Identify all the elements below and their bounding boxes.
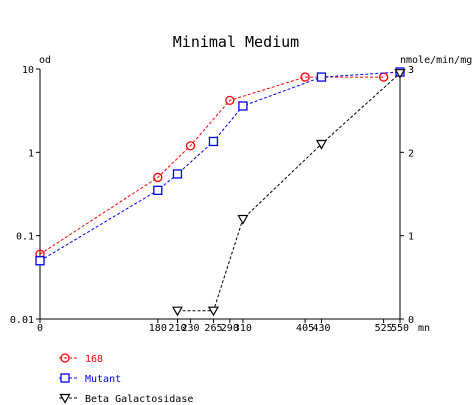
- series-3: [171, 69, 406, 317]
- data-point-triangle: [171, 306, 183, 317]
- x-tick-label: 310: [234, 323, 252, 334]
- x-tick-label: 210: [168, 323, 186, 334]
- legend-label: 168: [85, 354, 103, 365]
- left-axis-ticks: 0.01 0.1 1 10: [10, 65, 40, 326]
- chart-title: Minimal Medium: [173, 33, 299, 51]
- data-point-triangle: [394, 69, 406, 79]
- series-1: [35, 72, 389, 259]
- x-tick-label: 180: [149, 323, 167, 334]
- left-tick-label: 10: [22, 65, 34, 76]
- left-tick-label: 0.1: [16, 232, 34, 243]
- legend-item: Beta Galactosidase: [59, 393, 193, 405]
- x-tick-label: 0: [37, 323, 43, 334]
- data-point-square: [153, 185, 163, 195]
- x-tick-label: 230: [182, 323, 200, 334]
- x-tick-label: 265: [204, 323, 222, 334]
- right-tick-label: 0: [408, 315, 414, 326]
- right-tick-label: 2: [408, 148, 414, 159]
- series-layer: [35, 67, 406, 317]
- right-tick-label: 1: [408, 232, 414, 243]
- data-point-square: [238, 101, 248, 111]
- x-tick-label: 430: [312, 323, 330, 334]
- left-tick-label: 0.01: [10, 315, 34, 326]
- data-point-square: [208, 136, 219, 147]
- series-line: [39, 76, 384, 255]
- x-tick-label: 290: [221, 323, 239, 334]
- data-point-square: [316, 72, 327, 82]
- data-point-square: [172, 169, 183, 179]
- x-unit-label: mn: [418, 323, 430, 334]
- data-point-triangle: [59, 393, 71, 404]
- legend-item: Mutant: [59, 373, 121, 385]
- x-tick-label: 405: [296, 323, 314, 334]
- x-tick-label: 525: [375, 323, 393, 334]
- data-point-circle: [153, 172, 163, 183]
- x-tick-label: 550: [391, 323, 409, 334]
- right-axis-ticks: 0 1 2 3: [400, 65, 414, 326]
- data-point-circle: [185, 141, 196, 151]
- legend-label: Beta Galactosidase: [85, 394, 193, 405]
- data-point-triangle: [315, 139, 327, 150]
- series-line: [177, 72, 401, 312]
- data-point-circle: [300, 72, 310, 82]
- legend-label: Mutant: [85, 374, 121, 385]
- data-point-triangle: [237, 214, 249, 225]
- right-tick-label: 3: [408, 65, 414, 76]
- data-point-circle: [378, 72, 389, 82]
- series-line: [39, 71, 401, 262]
- legend: 168 Mutant Beta Galactosidase: [59, 353, 193, 405]
- left-axis-label: od: [39, 55, 51, 66]
- series-2: [35, 67, 405, 266]
- data-point-square: [60, 373, 70, 383]
- right-axis-label: nmole/min/mg: [400, 55, 472, 66]
- data-point-circle: [60, 353, 70, 363]
- data-point-square: [35, 256, 45, 266]
- legend-item: 168: [59, 353, 103, 365]
- data-point-circle: [225, 95, 235, 106]
- left-tick-label: 1: [28, 148, 34, 159]
- data-point-triangle: [207, 306, 219, 317]
